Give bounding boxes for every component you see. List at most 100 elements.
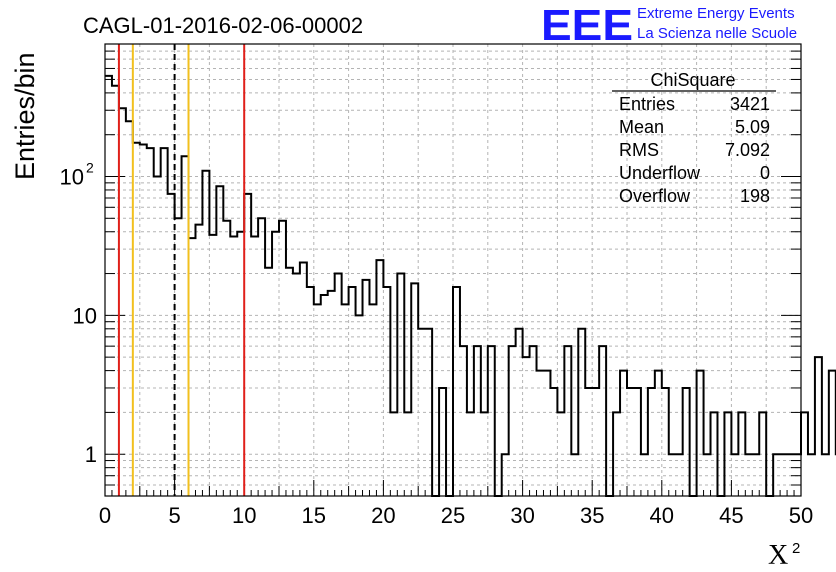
histogram-bin <box>697 371 704 496</box>
x-tick-label: 10 <box>232 503 256 528</box>
histogram-bin <box>397 274 404 496</box>
histogram-bin <box>349 287 356 496</box>
histogram-bin <box>564 346 571 496</box>
x-tick-label: 45 <box>719 503 743 528</box>
histogram-bin <box>154 176 161 496</box>
histogram-bin <box>105 76 112 496</box>
histogram-bin <box>168 194 175 496</box>
histogram-bin <box>140 144 147 496</box>
histogram-bin <box>418 329 425 496</box>
x-tick-label: 35 <box>580 503 604 528</box>
y-tick-label-exponent: 2 <box>86 159 94 175</box>
histogram-bin <box>808 454 815 496</box>
histogram-bin <box>189 238 196 496</box>
histogram-bin <box>286 268 293 496</box>
histogram-bin <box>133 143 140 496</box>
x-tick-label: 20 <box>371 503 395 528</box>
histogram-bin <box>627 388 634 496</box>
histogram-bin <box>829 371 836 496</box>
histogram-bin <box>335 274 342 496</box>
histogram-bin <box>411 283 418 496</box>
histogram-bin <box>488 346 495 496</box>
x-tick-label: 5 <box>168 503 180 528</box>
x-tick-label: 0 <box>99 503 111 528</box>
histogram-bin <box>328 291 335 496</box>
histogram-bin <box>209 235 216 496</box>
histogram-bin <box>523 357 530 496</box>
histogram-bin <box>662 388 669 496</box>
histogram-bin <box>557 412 564 496</box>
y-tick-label: 10 <box>73 303 97 328</box>
x-axis-label-main: Χ <box>768 540 788 571</box>
stats-value-underflow: 0 <box>760 163 770 183</box>
histogram-bin <box>272 232 279 496</box>
histogram-bin <box>669 454 676 496</box>
histogram-bin <box>599 346 606 496</box>
x-tick-label: 15 <box>302 503 326 528</box>
stats-label-mean: Mean <box>619 117 664 137</box>
histogram-bin <box>648 388 655 496</box>
histogram-bin <box>773 454 780 496</box>
stats-label-rms: RMS <box>619 140 659 160</box>
stats-value-mean: 5.09 <box>735 117 770 137</box>
histogram-bin <box>801 412 808 496</box>
histogram-bin <box>592 388 599 496</box>
histogram-bins <box>105 74 836 497</box>
histogram-bin <box>369 304 376 496</box>
histogram-bin <box>724 412 731 496</box>
histogram-bin <box>745 454 752 496</box>
histogram-bin <box>265 268 272 496</box>
histogram-bin <box>738 412 745 496</box>
histogram-bin <box>731 454 738 496</box>
histogram-bin <box>293 274 300 496</box>
logo-mark: EEE <box>541 1 633 50</box>
histogram-bin <box>641 454 648 496</box>
histogram-bin <box>550 388 557 496</box>
histogram-bin <box>202 171 209 496</box>
histogram-bin <box>711 412 718 496</box>
histogram-bin <box>460 346 467 496</box>
x-tick-label: 50 <box>789 503 813 528</box>
histogram-bin <box>279 221 286 496</box>
histogram-bin <box>376 260 383 496</box>
histogram-outline <box>105 74 836 497</box>
histogram-bin <box>620 371 627 496</box>
plot-frame <box>104 43 802 497</box>
histogram-bin <box>161 148 168 496</box>
logo-line-1: Extreme Energy Events <box>637 5 795 22</box>
histogram-bin <box>787 454 794 496</box>
histogram-bin <box>244 194 251 496</box>
histogram-bin <box>537 371 544 496</box>
histogram-bin <box>300 263 307 496</box>
stats-value-rms: 7.092 <box>725 140 770 160</box>
histogram-bin <box>321 295 328 496</box>
histogram-bin <box>182 156 189 496</box>
histogram-bin <box>752 454 759 496</box>
histogram-bin <box>794 454 801 496</box>
histogram-bin <box>342 304 349 496</box>
histogram-bin <box>822 454 829 496</box>
stats-label-entries: Entries <box>619 94 675 114</box>
histogram-bin <box>230 236 237 496</box>
histogram-bin <box>258 218 265 496</box>
x-axis-label-sup: 2 <box>792 540 800 557</box>
stats-label-overflow: Overflow <box>619 186 691 206</box>
histogram-bin <box>585 388 592 496</box>
stats-title: ChiSquare <box>650 70 735 90</box>
histogram-bin <box>634 388 641 496</box>
histogram-bin <box>425 329 432 496</box>
histogram-bin <box>251 236 258 496</box>
histogram-bin <box>223 221 230 496</box>
histogram-bin <box>676 454 683 496</box>
histogram-bin <box>307 287 314 496</box>
histogram-bin <box>502 454 509 496</box>
histogram-bin <box>474 346 481 496</box>
histogram-bin <box>509 346 516 496</box>
histogram-bin <box>578 329 585 496</box>
histogram-bin <box>439 388 446 496</box>
stats-value-entries: 3421 <box>730 94 770 114</box>
histogram-bin <box>815 357 822 496</box>
histogram-bin <box>404 412 411 496</box>
